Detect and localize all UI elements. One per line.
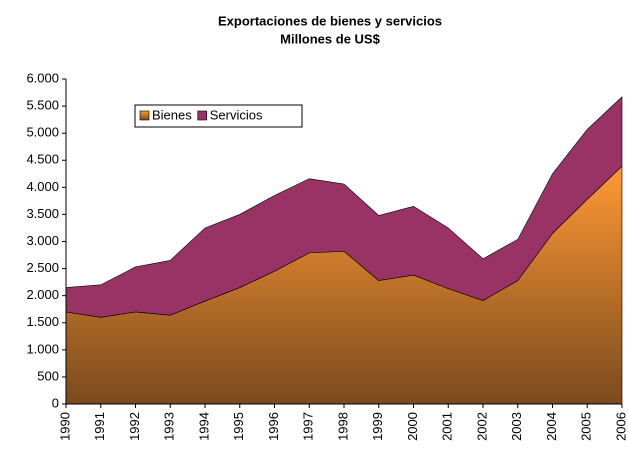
x-tick-label: 2005 xyxy=(579,412,594,441)
x-tick-label: 1999 xyxy=(370,412,385,441)
legend-box xyxy=(134,104,303,128)
y-tick-label: 1.000 xyxy=(26,341,59,356)
legend-label: Servicios xyxy=(210,107,263,122)
y-tick-label: 6.000 xyxy=(26,70,59,85)
x-tick-label: 1995 xyxy=(231,412,246,441)
x-tick-label: 2004 xyxy=(544,412,559,441)
y-tick-label: 5.500 xyxy=(26,98,59,113)
y-tick-label: 2.500 xyxy=(26,260,59,275)
chart-subtitle: Millones de US$ xyxy=(280,31,380,46)
x-tick-label: 1996 xyxy=(266,412,281,441)
legend-swatch xyxy=(139,110,150,121)
x-tick-label: 2000 xyxy=(405,412,420,441)
x-tick-label: 1993 xyxy=(162,412,177,441)
y-tick-label: 1.500 xyxy=(26,314,59,329)
x-tick-label: 2002 xyxy=(474,412,489,441)
legend-label: Bienes xyxy=(152,107,192,122)
x-tick-label: 1998 xyxy=(335,412,350,441)
x-tick-label: 1997 xyxy=(301,412,316,441)
area xyxy=(65,96,623,318)
y-tick-label: 4.500 xyxy=(26,152,59,167)
x-tick-label: 2006 xyxy=(613,412,628,441)
x-tick-label: 2001 xyxy=(440,412,455,441)
y-tick-label: 0 xyxy=(52,395,59,410)
x-tick-label: 2003 xyxy=(509,412,524,441)
x-tick-label: 1991 xyxy=(92,412,107,441)
chart-title: Exportaciones de bienes y servicios xyxy=(218,13,442,28)
y-tick-label: 3.500 xyxy=(26,206,59,221)
x-tick-label: 1994 xyxy=(196,412,211,441)
y-tick-label: 500 xyxy=(37,368,59,383)
x-tick-label: 1992 xyxy=(127,412,142,441)
legend-swatch xyxy=(197,110,208,121)
y-tick-label: 5.000 xyxy=(26,125,59,140)
x-tick-label: 1990 xyxy=(57,412,72,441)
y-tick-label: 3.000 xyxy=(26,233,59,248)
y-tick-label: 4.000 xyxy=(26,179,59,194)
y-tick-label: 2.000 xyxy=(26,287,59,302)
